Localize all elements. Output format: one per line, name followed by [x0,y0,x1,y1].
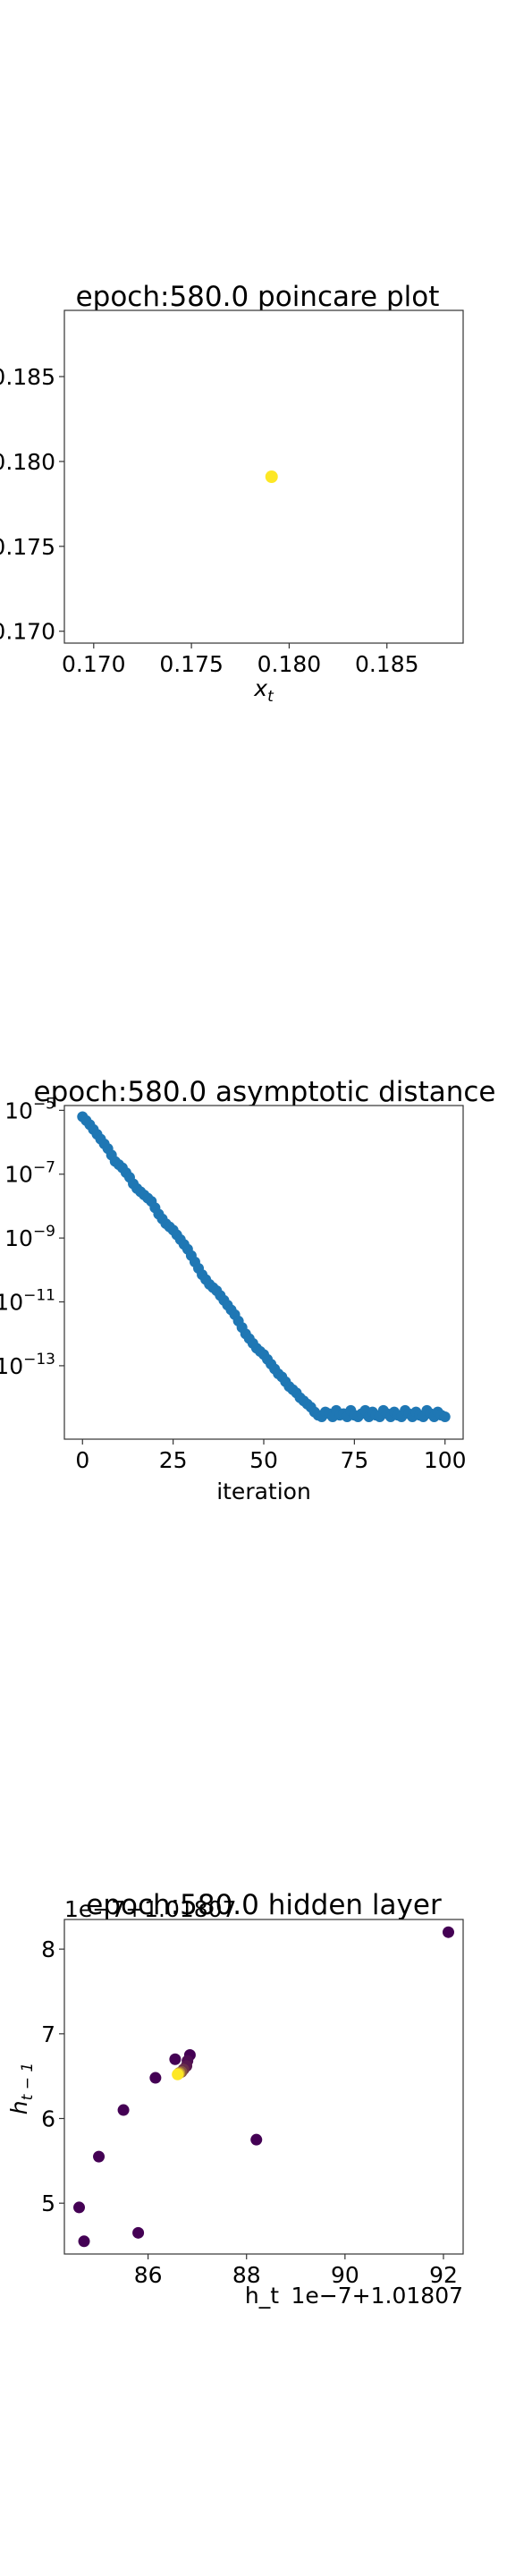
y-tick-label: 6 [41,2106,55,2132]
y-tick-label: 0.175 [0,534,55,560]
hidden-layer-y-axis-label: ht − 1 [6,2063,37,2114]
data-point [265,470,278,483]
x-tick-label: 92 [429,2262,458,2288]
asymptotic-points [77,1111,451,1423]
x-tick-label: 86 [134,2262,163,2288]
x-tick-label: 50 [249,1447,278,1473]
hidden-layer-frame [63,1919,464,2255]
data-point [439,1411,451,1423]
poincare-x-axis-label: xt [253,675,274,706]
asymptotic-x-ticks: 0 25 50 75 100 [75,1439,467,1473]
poincare-y-ticks: 0.170 0.175 0.180 0.185 [0,364,64,645]
hidden-layer-chart: epoch:580.0 hidden layer 1e−7+1.01807 86… [6,1889,464,2309]
hidden-layer-title: epoch:580.0 hidden layer [86,1889,442,1921]
data-point [250,2133,263,2146]
data-point [73,2201,86,2214]
data-point [169,2053,182,2065]
x-tick-label: 88 [232,2262,261,2288]
asymptotic-distance-chart: epoch:580.0 asymptotic distance 0 25 50 75 1… [0,1076,496,1504]
hidden-x-ticks: 86 88 90 92 [134,2254,458,2288]
hidden-y-ticks: 5 6 7 8 [41,1936,64,2216]
poincare-x-ticks: 0.170 0.175 0.180 0.185 [62,643,419,677]
y-tick-label: 10−5 [4,1095,55,1123]
y-tick-label: 7 [41,2021,55,2047]
x-tick-label: 0.185 [355,651,419,677]
poincare-plot-chart: epoch:580.0 poincare plot 0.170 0.175 0.18… [0,281,464,706]
data-point [172,2068,184,2080]
asymptotic-distance-title: epoch:580.0 asymptotic distance [34,1076,496,1108]
data-point [117,2104,130,2116]
asymptotic-x-axis-label: iteration [216,1479,311,1504]
x-tick-label: 0.170 [62,651,126,677]
poincare-points [265,470,278,483]
y-tick-label: 5 [41,2190,55,2216]
x-tick-label: 0.175 [159,651,224,677]
hidden-layer-x-axis-label: h_t [245,2283,279,2309]
y-tick-label: 0.170 [0,619,55,645]
hidden-layer-y-offset-label: 1e−7+1.01807 [64,1896,236,1922]
y-tick-label: 10−11 [0,1287,55,1316]
asymptotic-y-ticks: 10−5 10−7 10−9 10−11 10−13 [0,1095,64,1379]
hidden-layer-x-offset-label: 1e−7+1.01807 [291,2283,463,2309]
hidden-layer-points [73,1926,454,2248]
data-point [442,1926,454,1938]
x-tick-label: 90 [331,2262,359,2288]
x-tick-label: 25 [159,1447,188,1473]
asymptotic-distance-frame [63,1105,464,1440]
x-tick-label: 0 [75,1447,89,1473]
y-tick-label: 10−13 [0,1351,55,1379]
x-tick-label: 75 [340,1447,368,1473]
x-tick-label: 0.180 [258,651,322,677]
poincare-plot-title: epoch:580.0 poincare plot [76,281,440,313]
y-tick-label: 10−9 [4,1223,55,1251]
poincare-plot-frame [63,309,464,644]
data-point [132,2226,145,2239]
y-tick-label: 10−7 [4,1159,55,1188]
data-point [78,2235,90,2248]
y-tick-label: 0.185 [0,364,55,390]
data-point [93,2150,106,2163]
y-tick-label: 8 [41,1936,55,1962]
y-tick-label: 0.180 [0,449,55,475]
x-tick-label: 100 [424,1447,467,1473]
data-point [149,2072,162,2084]
